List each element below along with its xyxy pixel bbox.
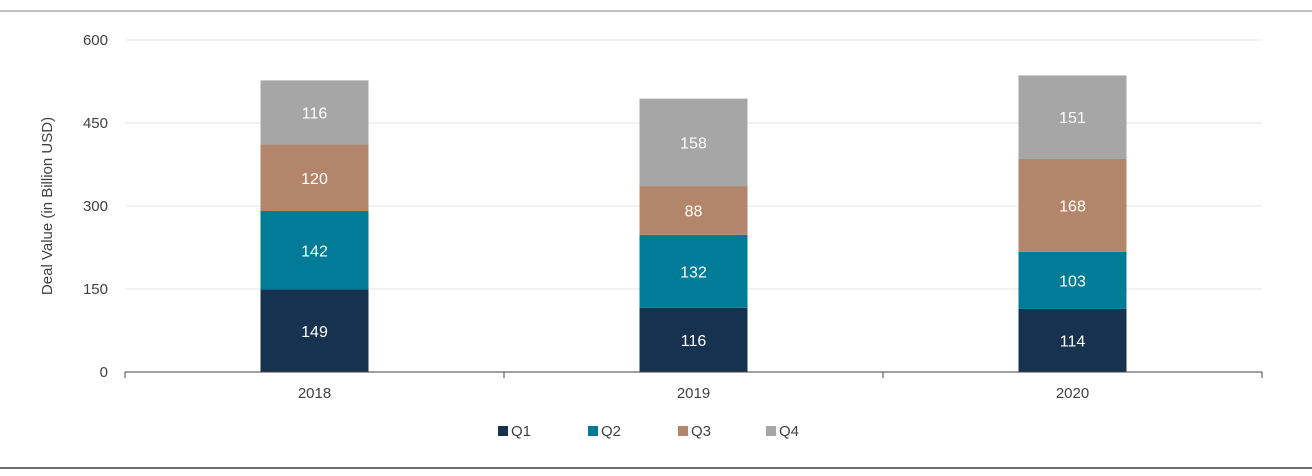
bar-segment-q4-2019: [639, 98, 748, 187]
y-tick-label: 450: [83, 115, 108, 132]
data-label: 120: [301, 171, 328, 188]
bar-segment-q1-2018: [260, 289, 369, 372]
legend-swatch-q3: [678, 426, 688, 436]
bar-segment-q2-2020: [1018, 251, 1127, 309]
data-label: 132: [680, 264, 707, 281]
bar-segment-q2-2018: [260, 210, 369, 290]
data-label: 158: [680, 135, 707, 152]
legend: Q1 Q2 Q3 Q4: [498, 423, 799, 440]
data-label: 114: [1060, 333, 1086, 350]
legend-label: Q2: [601, 423, 621, 440]
data-label: 168: [1059, 198, 1086, 215]
bar-segment-q3-2018: [260, 144, 369, 211]
x-tick-label: 2019: [677, 385, 710, 402]
bars: [260, 75, 1127, 372]
bar-segment-q1-2019: [639, 307, 748, 372]
bar-segment-q1-2020: [1018, 308, 1127, 372]
bar-segment-q3-2019: [639, 186, 748, 235]
y-tick-label: 150: [83, 281, 108, 298]
x-tick-label: 2018: [298, 385, 331, 402]
bar-segment-q4-2018: [260, 80, 369, 145]
bar-segment-q2-2019: [639, 234, 748, 308]
legend-swatch-q1: [498, 426, 508, 436]
legend-label: Q3: [691, 423, 711, 440]
bar-segment-q3-2020: [1018, 158, 1127, 252]
data-label: 103: [1059, 273, 1086, 290]
data-label: 88: [685, 203, 703, 220]
axes: 0 150 300 450 600 2018 2019 2020: [83, 32, 1263, 402]
data-label: 149: [301, 324, 328, 341]
data-label: 151: [1059, 110, 1086, 127]
bar-segment-q4-2020: [1018, 75, 1127, 159]
legend-swatch-q2: [588, 426, 598, 436]
legend-label: Q4: [779, 423, 799, 440]
y-tick-label: 0: [100, 364, 108, 381]
data-label: 116: [302, 105, 328, 122]
data-labels: 149 142 120 116 116 132 88 158 114 103 168 151: [301, 105, 1086, 350]
data-label: 142: [301, 243, 328, 260]
y-tick-label: 600: [83, 32, 108, 49]
x-tick-label: 2020: [1056, 385, 1089, 402]
legend-label: Q1: [511, 423, 531, 440]
legend-swatch-q4: [766, 426, 776, 436]
y-tick-label: 300: [83, 198, 108, 215]
y-axis-title: Deal Value (in Billion USD): [39, 117, 56, 295]
data-label: 116: [681, 333, 707, 350]
